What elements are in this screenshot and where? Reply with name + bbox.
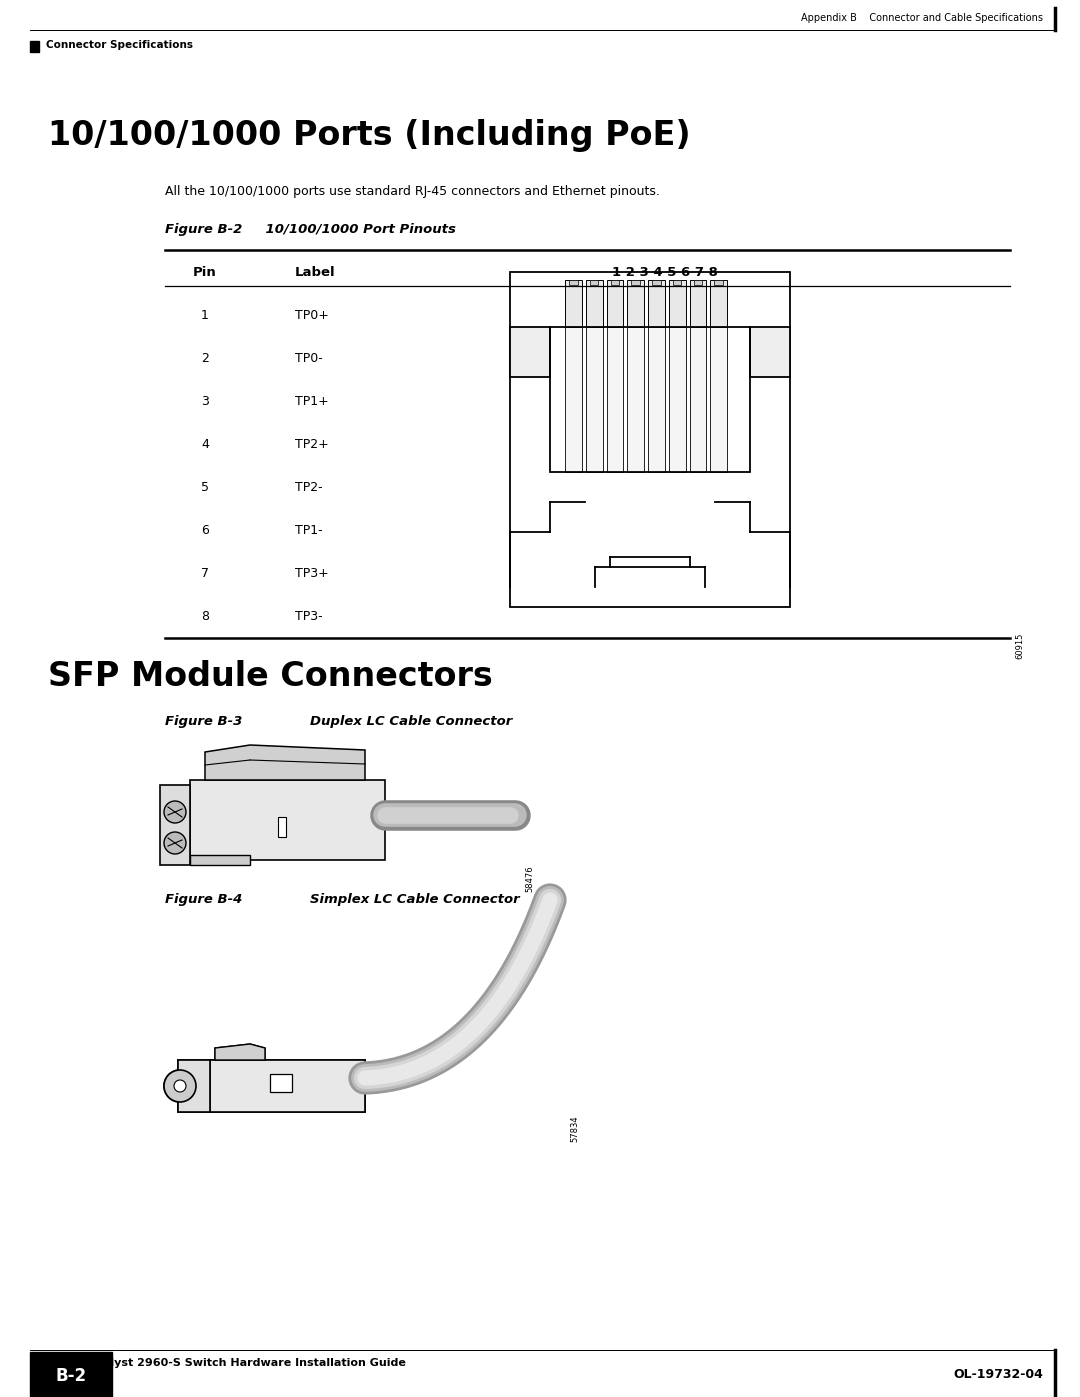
Circle shape — [174, 1080, 186, 1092]
Text: 1 2 3 4 5 6 7 8: 1 2 3 4 5 6 7 8 — [612, 265, 718, 278]
Bar — [607, 279, 623, 327]
Bar — [669, 327, 686, 472]
Text: Catalyst 2960-S Switch Hardware Installation Guide: Catalyst 2960-S Switch Hardware Installa… — [82, 1358, 406, 1368]
Text: 4: 4 — [201, 439, 208, 451]
Polygon shape — [215, 1044, 265, 1060]
Text: Duplex LC Cable Connector: Duplex LC Cable Connector — [310, 715, 512, 728]
Bar — [632, 279, 639, 285]
Bar — [610, 279, 619, 285]
Text: All the 10/100/1000 ports use standard RJ-45 connectors and Ethernet pinouts.: All the 10/100/1000 ports use standard R… — [165, 186, 660, 198]
Bar — [585, 279, 603, 327]
Bar — [715, 279, 723, 285]
Text: TP3+: TP3+ — [295, 567, 328, 580]
Bar — [270, 1074, 292, 1092]
Bar — [607, 327, 623, 472]
Bar — [648, 327, 665, 472]
Text: 57834: 57834 — [570, 1115, 579, 1141]
Bar — [689, 327, 706, 472]
Bar — [565, 279, 582, 327]
Text: 8: 8 — [201, 610, 210, 623]
Bar — [590, 279, 598, 285]
Bar — [627, 327, 644, 472]
Circle shape — [174, 1080, 186, 1092]
Text: Figure B-4: Figure B-4 — [165, 894, 242, 907]
Text: 10/100/1000 Ports (Including PoE): 10/100/1000 Ports (Including PoE) — [48, 119, 690, 151]
Text: Figure B-2     10/100/1000 Port Pinouts: Figure B-2 10/100/1000 Port Pinouts — [165, 224, 456, 236]
Polygon shape — [205, 745, 365, 780]
Text: Label: Label — [295, 265, 336, 278]
Text: Pin: Pin — [193, 265, 217, 278]
Text: 6: 6 — [201, 524, 208, 536]
Text: TP2-: TP2- — [295, 481, 323, 495]
Bar — [270, 1074, 292, 1092]
Bar — [550, 327, 750, 472]
Bar — [565, 327, 582, 472]
Bar — [693, 279, 702, 285]
Text: B-2: B-2 — [55, 1368, 86, 1384]
Bar — [210, 1060, 365, 1112]
Bar — [30, 41, 39, 52]
Bar — [278, 817, 286, 837]
Text: 5: 5 — [201, 481, 210, 495]
Polygon shape — [510, 327, 550, 377]
Bar — [190, 780, 384, 861]
Text: Connector Specifications: Connector Specifications — [46, 41, 193, 50]
Bar — [178, 1060, 210, 1112]
Text: 1: 1 — [201, 309, 208, 321]
Text: TP1+: TP1+ — [295, 395, 328, 408]
Bar — [190, 855, 249, 865]
Bar — [210, 1060, 365, 1112]
Bar — [652, 279, 661, 285]
Bar — [711, 327, 727, 472]
Text: TP3-: TP3- — [295, 610, 323, 623]
Text: Figure B-3: Figure B-3 — [165, 715, 242, 728]
Bar — [510, 272, 789, 608]
Text: 58476: 58476 — [525, 865, 534, 891]
Text: TP2+: TP2+ — [295, 439, 328, 451]
Text: TP0-: TP0- — [295, 352, 323, 365]
Circle shape — [164, 1070, 195, 1102]
Text: 2: 2 — [201, 352, 208, 365]
Text: Simplex LC Cable Connector: Simplex LC Cable Connector — [310, 894, 519, 907]
Bar — [673, 279, 681, 285]
Text: 60915: 60915 — [1015, 633, 1024, 659]
Polygon shape — [750, 327, 789, 377]
Text: SFP Module Connectors: SFP Module Connectors — [48, 659, 492, 693]
Bar — [160, 785, 190, 865]
Polygon shape — [215, 1044, 265, 1060]
Bar — [178, 1060, 210, 1112]
Bar — [711, 279, 727, 327]
Text: Appendix B    Connector and Cable Specifications: Appendix B Connector and Cable Specifica… — [801, 13, 1043, 22]
Circle shape — [164, 833, 186, 854]
Text: TP1-: TP1- — [295, 524, 323, 536]
Bar — [669, 279, 686, 327]
Bar — [585, 327, 603, 472]
Bar — [569, 279, 578, 285]
Text: OL-19732-04: OL-19732-04 — [954, 1369, 1043, 1382]
Text: TP0+: TP0+ — [295, 309, 329, 321]
Circle shape — [164, 1070, 195, 1102]
Bar — [689, 279, 706, 327]
Text: 7: 7 — [201, 567, 210, 580]
Bar — [627, 279, 644, 327]
Bar — [648, 279, 665, 327]
Circle shape — [164, 800, 186, 823]
Text: 3: 3 — [201, 395, 208, 408]
Bar — [65, 1359, 75, 1370]
Bar — [30, 1352, 112, 1397]
